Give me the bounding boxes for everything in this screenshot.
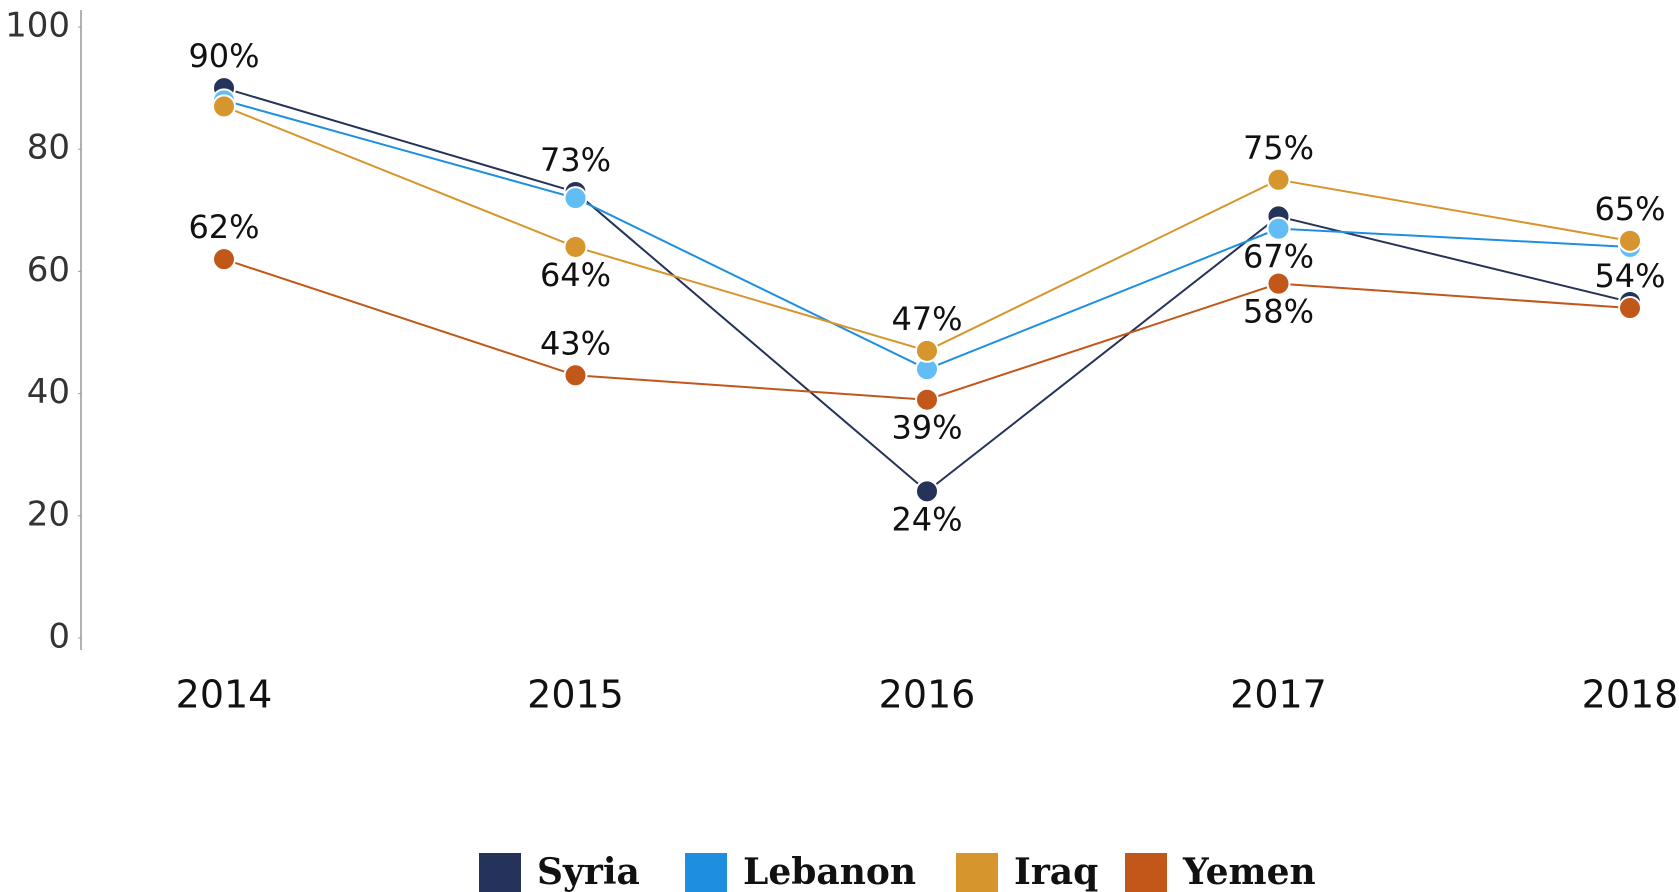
data-label: 73% [540,141,611,179]
x-tick-label: 2015 [527,673,624,717]
point [1618,228,1642,253]
point [915,338,939,363]
x-tick-label: 2017 [1230,673,1327,717]
point [1266,216,1291,241]
data-label: 58% [1243,293,1314,331]
data-label: 47% [891,300,962,338]
point [915,479,939,504]
legend-label: Iraq [1014,851,1098,892]
point [915,387,939,412]
legend-swatch [1125,853,1167,892]
point [563,186,588,211]
point [212,247,236,272]
data-label: 24% [891,500,962,538]
point [1266,271,1291,296]
legend-label: Lebanon [743,851,916,892]
data-label: 67% [1243,238,1314,276]
y-tick-label: 60 [27,250,70,290]
y-tick-label: 0 [48,617,70,657]
y-tick-label: 20 [27,494,70,534]
x-tick-label: 2018 [1582,673,1679,717]
data-label: 62% [188,208,259,246]
data-label: 90% [188,37,259,75]
point [563,234,588,259]
legend-swatch [956,853,998,892]
data-label: 54% [1594,257,1665,295]
point [1266,167,1291,192]
data-label: 65% [1594,190,1665,228]
y-tick-label: 80 [27,128,70,168]
legend-swatch [479,853,521,892]
data-label: 43% [540,324,611,362]
legend-label: Yemen [1182,851,1316,892]
data-label: 75% [1243,129,1314,167]
data-label: 39% [891,409,962,447]
y-tick-label: 40 [27,372,70,412]
data-label: 64% [540,256,611,294]
y-tick-label: 100 [5,6,70,46]
legend-label: Syria [537,851,640,892]
legend-swatch [685,853,727,892]
point [1618,296,1642,321]
point [563,363,588,388]
x-tick-label: 2016 [879,673,976,717]
point [212,94,236,119]
x-tick-label: 2014 [176,673,273,717]
